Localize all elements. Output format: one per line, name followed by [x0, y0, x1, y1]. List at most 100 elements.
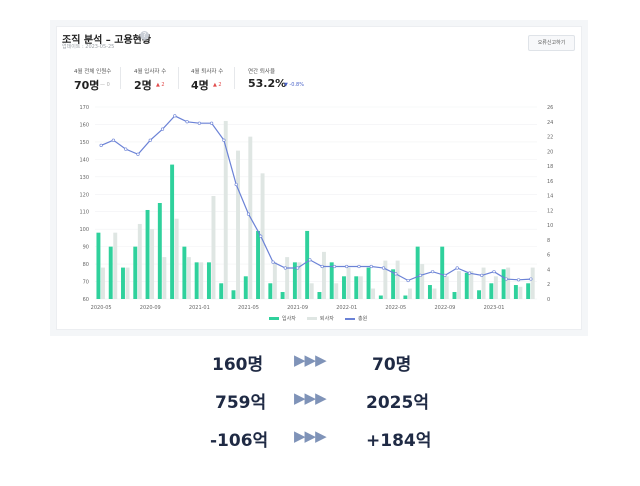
- legend-item-hires[interactable]: 입사자: [269, 315, 296, 322]
- bar-leavers: [334, 283, 339, 299]
- y-left-tick-label: 140: [79, 157, 89, 163]
- point-total: [173, 114, 177, 118]
- point-total: [332, 264, 337, 269]
- bar-leavers: [101, 267, 105, 299]
- point-total: [283, 266, 287, 270]
- point-total: [467, 271, 472, 275]
- x-tick-label: 2022-01: [336, 305, 357, 311]
- bar-hires: [170, 164, 175, 299]
- dashboard-panel: 조직 분석 – 고용현황 ? 업데이트 : 2023-05-25 오류신고하기 …: [56, 26, 582, 330]
- point-total: [516, 278, 521, 282]
- y-right-tick-label: 4: [547, 267, 550, 273]
- point-total: [111, 138, 116, 142]
- point-total: [529, 277, 533, 281]
- help-icon[interactable]: ?: [140, 31, 149, 40]
- y-right-tick-label: 6: [547, 253, 550, 259]
- point-total: [418, 273, 422, 277]
- kpi-value: 53.2%: [248, 77, 287, 90]
- kpi-label: 4월 입사자 수: [134, 69, 167, 75]
- bar-hires: [378, 295, 383, 299]
- bar-hires: [464, 272, 469, 299]
- point-total: [431, 270, 435, 274]
- legend-label-total: 총원: [358, 316, 368, 322]
- y-right-tick-label: 22: [547, 135, 553, 141]
- x-tick-label: 2021-09: [287, 305, 308, 311]
- bar-leavers: [469, 271, 474, 299]
- bar-hires: [366, 267, 371, 299]
- report-error-button[interactable]: 오류신고하기: [528, 35, 575, 51]
- y-left-tick-label: 170: [79, 105, 89, 111]
- x-tick-label: 2021-01: [189, 305, 210, 311]
- bar-leavers: [432, 288, 437, 299]
- point-total: [185, 120, 189, 124]
- point-total: [259, 234, 263, 238]
- bar-hires: [96, 232, 101, 299]
- bar-hires: [268, 283, 273, 299]
- kpi-change: — 0: [100, 82, 110, 88]
- point-total: [295, 266, 300, 270]
- x-tick-label: 2020-05: [91, 305, 112, 311]
- summary-to: 70명: [372, 355, 412, 375]
- y-right-tick-label: 18: [547, 164, 553, 170]
- bar-hires: [427, 285, 432, 299]
- bar-hires: [108, 246, 113, 299]
- bar-leavers: [285, 257, 290, 299]
- y-right-tick-label: 26: [547, 105, 553, 111]
- point-total: [369, 264, 373, 269]
- legend-item-total[interactable]: 총원: [345, 315, 367, 322]
- bar-leavers: [518, 286, 523, 299]
- kpi-row: 4월 전체 인원수 70명 — 0 4월 입사자 수 2명 ▲ 2 4월 퇴사자…: [62, 61, 574, 95]
- y-right-tick-label: 24: [547, 120, 553, 126]
- point-total: [148, 138, 152, 142]
- summary-from: 759억: [215, 393, 267, 413]
- kpi-label: 4월 퇴사자 수: [191, 69, 224, 75]
- bar-hires: [280, 292, 285, 299]
- point-total: [480, 273, 484, 277]
- point-total: [308, 258, 312, 262]
- point-total: [320, 264, 324, 269]
- x-tick-label: 2022-09: [434, 305, 455, 311]
- kpi-label: 연간 퇴사율: [248, 69, 276, 75]
- page-title: 조직 분석 – 고용현황: [62, 35, 152, 46]
- bar-hires: [317, 292, 322, 299]
- y-left-tick-label: 150: [79, 140, 89, 146]
- kpi-change: ▲ 2: [156, 82, 165, 88]
- legend-label-leavers: 퇴사자: [320, 316, 334, 322]
- legend-swatch-leavers: [307, 317, 317, 320]
- triple-arrow-icon: ▶▶▶: [294, 351, 327, 369]
- x-tick-label: 2023-01: [484, 305, 505, 311]
- bar-hires: [526, 283, 531, 299]
- y-left-tick-label: 130: [79, 175, 89, 181]
- y-right-tick-label: 10: [547, 223, 553, 229]
- point-total: [246, 212, 251, 216]
- kpi-divider: [234, 67, 235, 89]
- point-total: [345, 264, 349, 269]
- bar-hires: [157, 203, 162, 299]
- bar-hires: [440, 246, 445, 299]
- bar-hires: [477, 290, 482, 299]
- y-left-tick-label: 160: [79, 122, 89, 128]
- kpi-total-headcount: 4월 전체 인원수 70명 — 0: [62, 61, 120, 93]
- y-left-tick-label: 120: [79, 192, 89, 198]
- x-tick-label: 2022-05: [385, 305, 406, 311]
- point-total: [124, 147, 128, 151]
- point-total: [222, 138, 226, 142]
- bar-hires: [329, 262, 334, 299]
- bar-leavers: [211, 196, 216, 299]
- point-total: [271, 260, 275, 264]
- kpi-leavers: 4월 퇴사자 수 4명 ▲ 2: [179, 61, 237, 93]
- legend-item-leavers[interactable]: 퇴사자: [307, 315, 334, 322]
- bar-leavers: [236, 150, 240, 299]
- bar-leavers: [383, 260, 388, 299]
- kpi-divider: [120, 67, 121, 89]
- point-total: [99, 143, 103, 148]
- kpi-label: 4월 전체 인원수: [74, 69, 112, 75]
- kpi-divider: [178, 67, 179, 89]
- point-total: [160, 127, 165, 131]
- y-right-tick-label: 0: [547, 297, 550, 303]
- bar-hires: [415, 246, 420, 299]
- bar-hires: [513, 285, 518, 299]
- bar-hires: [194, 262, 199, 299]
- y-right-tick-label: 20: [547, 149, 553, 155]
- bar-leavers: [420, 264, 425, 299]
